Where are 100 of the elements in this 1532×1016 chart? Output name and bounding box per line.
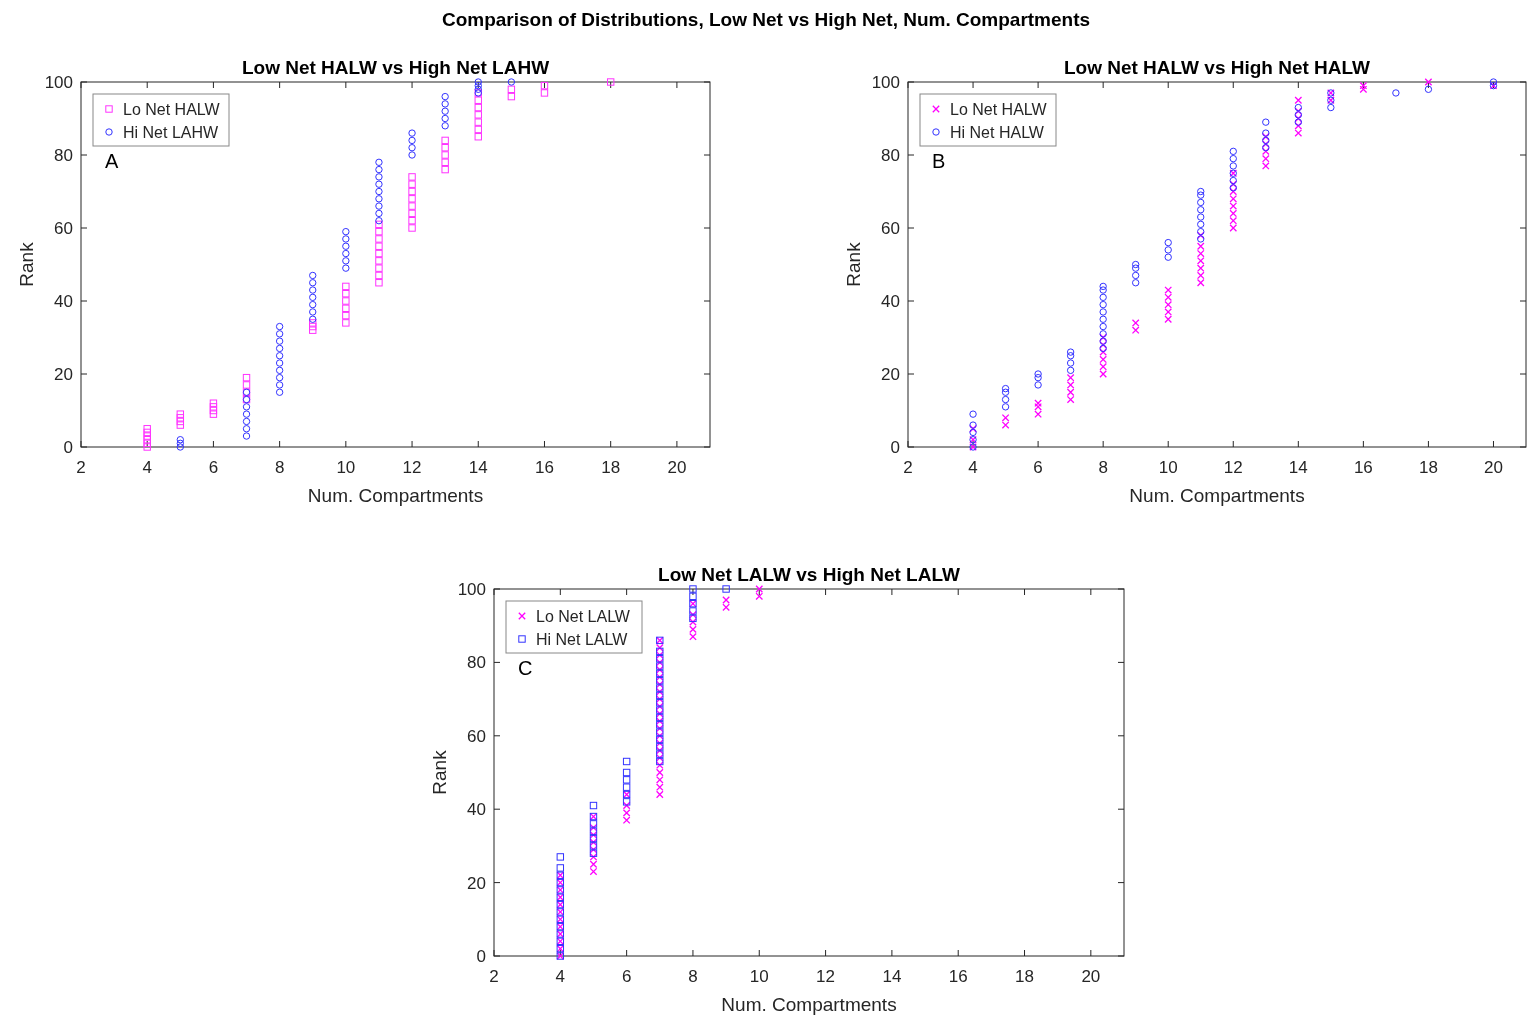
- point: [1229, 216, 1238, 225]
- point: [1196, 242, 1205, 251]
- point: [655, 790, 664, 799]
- point: [342, 235, 350, 243]
- x-axis-title: Num. Compartments: [721, 994, 897, 1015]
- legend-label: Lo Net LALW: [536, 608, 631, 625]
- y-tick-label: 40: [881, 292, 900, 311]
- x-tick-label: 12: [816, 967, 836, 986]
- annotation: B: [932, 150, 946, 172]
- point: [655, 724, 664, 733]
- point: [242, 425, 251, 433]
- legend-label: Hi Net HALW: [950, 124, 1045, 141]
- y-tick-label: 100: [44, 73, 73, 92]
- y-tick-label: 40: [54, 292, 73, 311]
- point: [1424, 78, 1433, 86]
- x-axis-title: Num. Compartments: [1129, 485, 1305, 506]
- x-tick-label: 18: [601, 458, 621, 477]
- point: [655, 643, 664, 652]
- y-axis-title: Rank: [843, 241, 864, 287]
- point: [1001, 421, 1010, 429]
- x-tick-label: 2: [76, 458, 86, 477]
- point: [1294, 96, 1303, 105]
- point: [309, 308, 317, 316]
- point: [589, 845, 598, 854]
- x-tick-label: 18: [1418, 458, 1438, 477]
- point: [556, 853, 565, 861]
- point: [309, 300, 317, 309]
- point: [755, 585, 764, 593]
- point: [1164, 293, 1173, 302]
- point: [1164, 315, 1173, 324]
- point: [309, 271, 317, 280]
- y-tick-label: 20: [54, 365, 73, 384]
- annotation: C: [518, 657, 533, 679]
- point: [176, 436, 185, 444]
- point: [408, 144, 416, 152]
- annotation: A: [105, 150, 119, 172]
- point: [722, 585, 730, 593]
- point: [408, 129, 416, 137]
- x-tick-label: 8: [1098, 458, 1108, 477]
- point: [242, 410, 251, 418]
- y-axis-title: Rank: [16, 241, 37, 287]
- point: [275, 330, 284, 338]
- point: [1034, 399, 1042, 408]
- x-tick-label: 14: [882, 967, 902, 986]
- point: [275, 322, 284, 331]
- point: [275, 381, 284, 389]
- x-tick-label: 10: [1158, 458, 1178, 477]
- point: [656, 743, 664, 751]
- point: [1066, 381, 1075, 389]
- x-tick-label: 16: [948, 967, 968, 986]
- x-tick-label: 14: [1288, 458, 1308, 477]
- y-tick-label: 0: [63, 438, 73, 457]
- point: [589, 860, 598, 869]
- point: [656, 735, 664, 744]
- point: [655, 673, 664, 681]
- point: [656, 706, 664, 714]
- point: [655, 783, 664, 792]
- point: [275, 337, 284, 345]
- point: [589, 834, 598, 843]
- x-tick-label: 14: [468, 458, 488, 477]
- point: [655, 746, 664, 755]
- point: [1131, 319, 1140, 327]
- point: [1099, 348, 1108, 356]
- x-tick-label: 12: [402, 458, 422, 477]
- x-tick-label: 8: [688, 967, 698, 986]
- y-tick-label: 60: [467, 726, 486, 746]
- point: [556, 864, 565, 872]
- x-tick-label: 8: [274, 458, 285, 477]
- x-tick-label: 6: [621, 967, 632, 986]
- point: [622, 809, 631, 817]
- point: [589, 820, 598, 828]
- text: Comparison of Distributions, Low Net vs High Net, Num. Compartments: [441, 9, 1091, 30]
- y-tick-label: 40: [467, 800, 486, 820]
- point: [689, 618, 697, 626]
- point: [1001, 413, 1010, 422]
- point: [1196, 257, 1205, 265]
- x-tick-label: 4: [555, 967, 566, 986]
- point: [1164, 286, 1173, 294]
- point: [589, 842, 598, 850]
- point: [441, 100, 449, 108]
- point: [622, 783, 631, 791]
- point: [1196, 271, 1205, 280]
- point: [1066, 388, 1075, 397]
- x-tick-label: 6: [208, 458, 219, 477]
- point: [342, 242, 350, 250]
- point: [1229, 187, 1238, 196]
- y-tick-label: 0: [476, 947, 486, 966]
- point: [342, 227, 350, 236]
- point: [622, 776, 631, 784]
- point: [689, 625, 697, 634]
- point: [656, 655, 664, 663]
- point: [275, 388, 284, 396]
- point: [408, 151, 416, 159]
- point: [309, 279, 317, 287]
- y-tick-label: 80: [54, 146, 73, 165]
- point: [1099, 355, 1108, 364]
- point: [242, 403, 251, 411]
- point: [342, 264, 350, 272]
- point: [655, 695, 664, 703]
- legend-label: Lo Net HALW: [123, 101, 221, 118]
